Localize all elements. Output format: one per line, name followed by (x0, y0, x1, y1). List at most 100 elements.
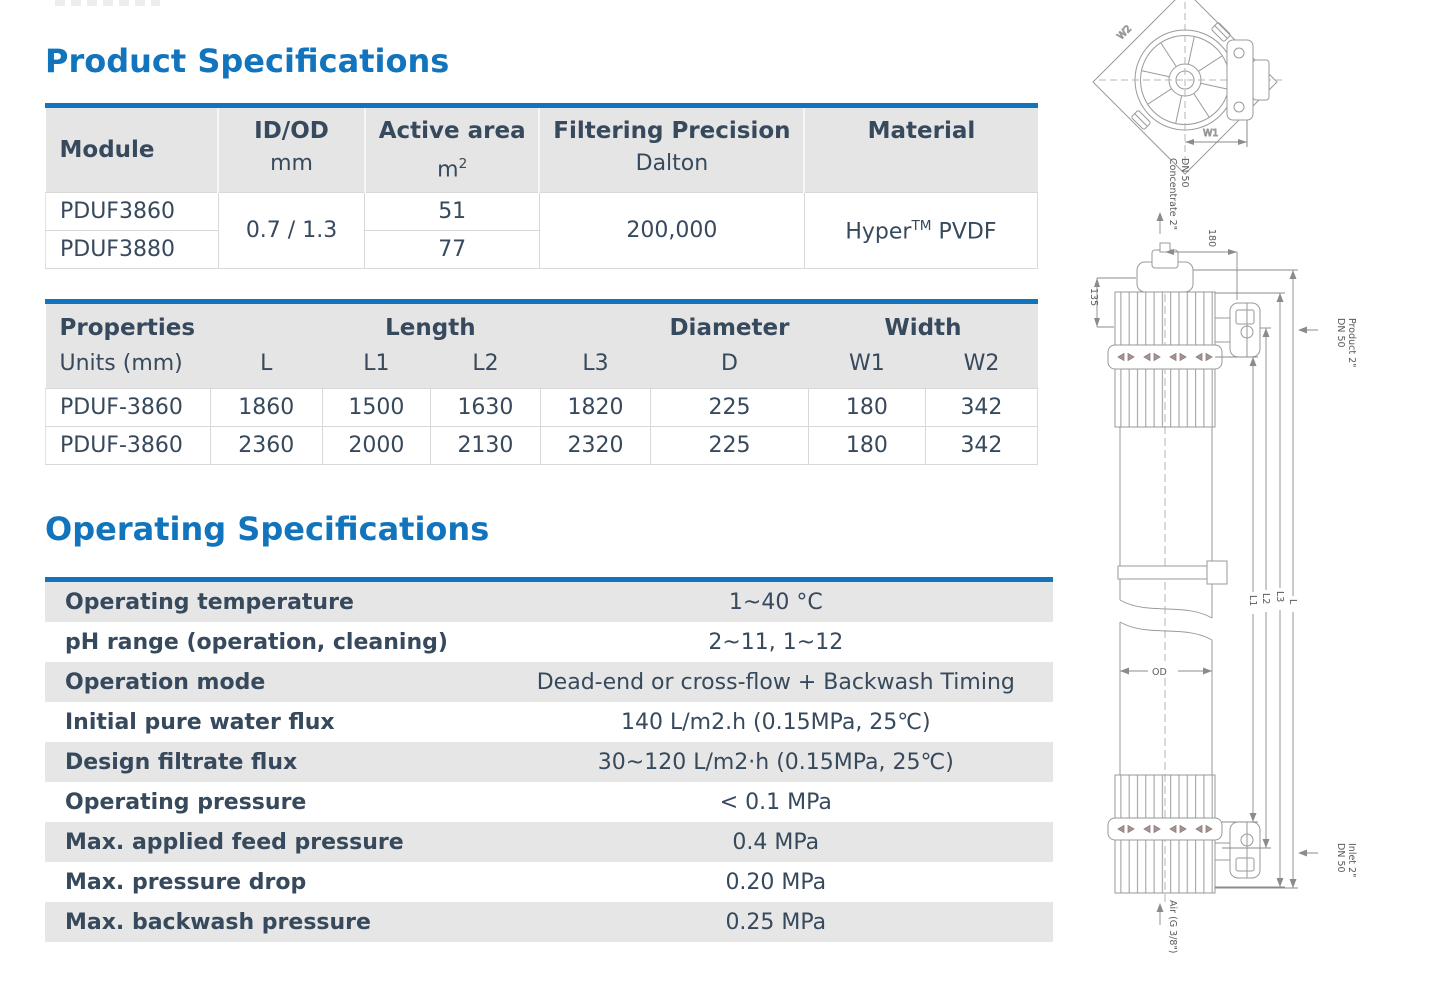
spec-label: Max. applied feed pressure (65, 829, 404, 855)
product-spec-table-wrap: Module ID/OD mm Active area m2 Filtering… (45, 103, 1039, 270)
spec-value: 2~11, 1~12 (708, 629, 844, 655)
end-view-flange (1226, 39, 1270, 121)
model-cell: PDUF-3860 (45, 387, 211, 427)
l-cell: 2360 (209, 425, 323, 465)
idod-cell: 0.7 / 1.3 (217, 192, 366, 270)
drawing-label-air: Air (G 3/8") (1167, 900, 1178, 954)
drawing-label-l3: L3 (1274, 591, 1285, 602)
col-header-idod: ID/OD mm (218, 108, 366, 193)
drawing-label-product-dn50: DN 50 (1335, 318, 1346, 348)
w1-cell: 180 (807, 387, 926, 427)
l2-cell: 1630 (429, 387, 542, 427)
drawing-label-l1: L1 (1247, 595, 1258, 606)
table-row: Initial pure water flux 140 L/m2.h (0.15M… (45, 702, 1053, 742)
spec-value: 0.25 MPa (725, 909, 827, 935)
spec-label: Initial pure water flux (65, 709, 335, 735)
end-view: W1 W2 (1092, 0, 1285, 175)
spec-value: 30~120 L/m2·h (0.15MPa, 25℃) (597, 749, 954, 775)
material-cell: HyperTM PVDF (803, 192, 1039, 270)
active-area-cell: 77 (364, 230, 540, 270)
col-w1: W1 (808, 351, 926, 388)
col-header-filtering-precision: Filtering Precision Dalton (539, 108, 806, 193)
module-name-cell: PDUF3860 (45, 192, 219, 232)
spec-value: 0.4 MPa (732, 829, 820, 855)
table-row: pH range (operation, cleaning) 2~11, 1~12 (45, 622, 1053, 662)
l-cell: 1860 (209, 387, 323, 427)
spec-label: pH range (operation, cleaning) (65, 629, 448, 655)
col-l2: L2 (430, 351, 541, 388)
technical-drawing: W1 W2 (1090, 0, 1357, 954)
table-row: Operating pressure < 0.1 MPa (45, 782, 1053, 822)
w1-dimension (1185, 120, 1248, 147)
operating-spec-table-wrap: Operating temperature 1~40 °C pH range (o… (45, 577, 1053, 942)
cropped-text-fragment (55, 0, 160, 6)
col-w2: W2 (925, 351, 1038, 388)
filtering-cell: 200,000 (538, 192, 805, 270)
drawing-label-concentrate: Concentrate 2" (1167, 158, 1178, 230)
spec-label: Operating pressure (65, 789, 307, 815)
drawing-label-135: 135 (1090, 288, 1099, 306)
l3-cell: 2320 (539, 425, 652, 465)
product-specifications-title: Product Specifications (45, 42, 450, 80)
col-l1: L1 (322, 351, 431, 388)
operating-spec-table: Operating temperature 1~40 °C pH range (o… (45, 582, 1053, 942)
spec-label: Design filtrate flux (65, 749, 298, 775)
model-cell: PDUF-3860 (45, 425, 211, 465)
dimensions-table: Properties Length Diameter Width Units (… (45, 304, 1039, 465)
drawing-label-l: L (1287, 599, 1298, 605)
table-row: Max. pressure drop 0.20 MPa (45, 862, 1053, 902)
spec-label: Max. pressure drop (65, 869, 307, 895)
table-row: Operating temperature 1~40 °C (45, 582, 1053, 622)
dimension-lines (1094, 212, 1318, 925)
col-header-diameter: Diameter (650, 304, 809, 351)
table-row: Design filtrate flux 30~120 L/m2·h (0.15M… (45, 742, 1053, 782)
dimensions-table-wrap: Properties Length Diameter Width Units (… (45, 299, 1039, 465)
drawing-label-inlet-port: Inlet 2" (1346, 843, 1357, 877)
spec-value: Dead-end or cross-flow + Backwash Timing (536, 669, 1015, 695)
drawing-label-w2: W2 (1115, 23, 1134, 42)
drawing-label-product-port: Product 2" (1346, 318, 1357, 368)
w2-cell: 342 (924, 387, 1039, 427)
side-view (1107, 242, 1261, 902)
l3-cell: 1820 (539, 387, 652, 427)
l2-cell: 2130 (429, 425, 542, 465)
active-area-cell: 51 (364, 192, 540, 232)
col-header-active-area: Active area m2 (364, 108, 541, 193)
units-header: Units (mm) (45, 351, 211, 388)
drawing-label-180: 180 (1206, 229, 1217, 247)
operating-specifications-title: Operating Specifications (45, 510, 490, 548)
l1-cell: 1500 (321, 387, 431, 427)
l1-cell: 2000 (321, 425, 431, 465)
drawing-label-l2: L2 (1260, 593, 1271, 604)
table-row: Max. backwash pressure 0.25 MPa (45, 902, 1053, 942)
col-l: L (210, 351, 323, 388)
col-l3: L3 (540, 351, 651, 388)
spec-label: Operating temperature (65, 589, 354, 615)
col-d: D (650, 351, 809, 388)
table-row: PDUF-3860 2360 2000 2130 2320 225 180 34… (45, 425, 1039, 465)
col-header-width: Width (808, 304, 1038, 351)
spec-value: 1~40 °C (728, 589, 823, 615)
module-name-cell: PDUF3880 (45, 230, 219, 270)
spec-label: Max. backwash pressure (65, 909, 371, 935)
col-header-length: Length (210, 304, 651, 351)
spec-label: Operation mode (65, 669, 266, 695)
w1-cell: 180 (807, 425, 926, 465)
col-header-properties: Properties (45, 304, 211, 351)
table-row: PDUF3880 77 (45, 230, 1038, 270)
spec-value: < 0.1 MPa (719, 789, 832, 815)
table-row: PDUF3860 0.7 / 1.3 51 200,000 HyperTM PV… (45, 192, 1039, 270)
spec-value: 140 L/m2.h (0.15MPa, 25℃) (621, 709, 931, 735)
product-spec-table: Module ID/OD mm Active area m2 Filtering… (45, 108, 1039, 270)
spec-value: 0.20 MPa (725, 869, 827, 895)
table-row: Operation mode Dead-end or cross-flow + B… (45, 662, 1053, 702)
drawing-label-concentrate-dn50: DN 50 (1179, 158, 1190, 188)
w2-cell: 342 (924, 425, 1039, 465)
d-cell: 225 (650, 425, 809, 465)
d-cell: 225 (650, 387, 809, 427)
drawing-label-inlet-dn50: DN 50 (1335, 843, 1346, 873)
col-header-material: Material (804, 108, 1038, 193)
table-row: PDUF-3860 1860 1500 1630 1820 225 180 34… (45, 387, 1039, 427)
col-header-module: Module (45, 108, 220, 193)
